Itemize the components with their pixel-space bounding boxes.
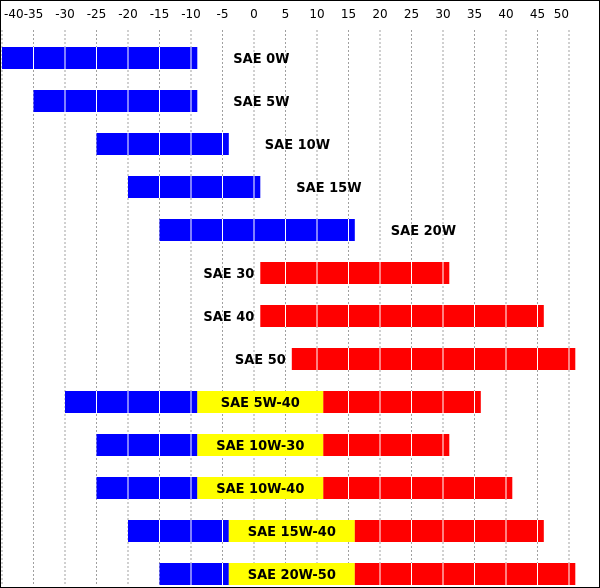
bar-hot-segment — [323, 477, 513, 499]
x-tick-label: -10 — [181, 7, 201, 21]
bar-cold-segment — [128, 176, 261, 198]
x-tick-label: 10 — [309, 7, 324, 21]
grade-label: SAE 5W-40 — [221, 396, 300, 411]
x-tick-label: -15 — [150, 7, 170, 21]
bar-cold-segment — [2, 47, 198, 69]
grade-label: SAE 15W-40 — [248, 525, 336, 540]
grade-label: SAE 40 — [203, 310, 254, 325]
grade-label: SAE 10W-30 — [216, 439, 304, 454]
grade-labels: SAE 0W SAE 5W SAE 10W SAE 15W SAE 20W SAE 30 S… — [203, 52, 456, 583]
bar-cold-segment — [33, 90, 198, 112]
grade-label: SAE 20W-50 — [248, 568, 336, 583]
x-tick-label: 40 — [498, 7, 513, 21]
bar-hot-segment — [323, 391, 481, 413]
bar-mid-segment — [228, 520, 355, 542]
grade-label: SAE 10W-40 — [216, 482, 304, 497]
x-tick-label: 35 — [467, 7, 482, 21]
bar-hot-segment — [354, 520, 544, 542]
x-tick-label: 5 — [282, 7, 290, 21]
bar-hot-segment — [260, 262, 450, 284]
x-tick-label: 25 — [404, 7, 419, 21]
bar-hot-segment — [291, 348, 576, 370]
bar-cold-segment — [96, 133, 229, 155]
bar-cold-segment — [96, 434, 198, 456]
bar-mid-segment — [197, 391, 324, 413]
bar-cold-segment — [159, 563, 229, 585]
grade-label: SAE 0W — [233, 52, 289, 67]
bars — [2, 47, 576, 585]
grade-label: SAE 30 — [203, 267, 254, 282]
bar-mid-segment — [197, 477, 324, 499]
x-tick-label: -5 — [217, 7, 229, 21]
bar-cold-segment — [96, 477, 198, 499]
x-tick-label: 45 — [530, 7, 545, 21]
bar-hot-segment — [323, 434, 450, 456]
grade-label: SAE 20W — [391, 224, 456, 239]
grade-label: SAE 5W — [233, 95, 289, 110]
x-tick-label: 50 — [554, 7, 569, 21]
x-tick-label: 30 — [435, 7, 450, 21]
grade-label: SAE 15W — [296, 181, 361, 196]
x-tick-label: -40 — [4, 7, 24, 21]
x-axis-ticks: -40 -35 -30 -25 -20 -15 -10 -5 0 5 10 15 20 25 30 35 40 4… — [4, 7, 569, 21]
bar-hot-segment — [354, 563, 576, 585]
grade-label: SAE 10W — [265, 138, 330, 153]
x-tick-label: 20 — [372, 7, 387, 21]
bar-cold-segment — [128, 520, 229, 542]
x-tick-label: -20 — [118, 7, 138, 21]
x-tick-label: 0 — [250, 7, 258, 21]
grade-label: SAE 50 — [235, 353, 286, 368]
bar-hot-segment — [260, 305, 544, 327]
bar-mid-segment — [197, 434, 324, 456]
bar-cold-segment — [65, 391, 198, 413]
x-tick-label: -30 — [55, 7, 75, 21]
bar-cold-segment — [159, 219, 355, 241]
x-tick-label: 15 — [341, 7, 356, 21]
x-tick-label: -25 — [87, 7, 107, 21]
x-tick-label: -35 — [24, 7, 44, 21]
bar-mid-segment — [228, 563, 355, 585]
